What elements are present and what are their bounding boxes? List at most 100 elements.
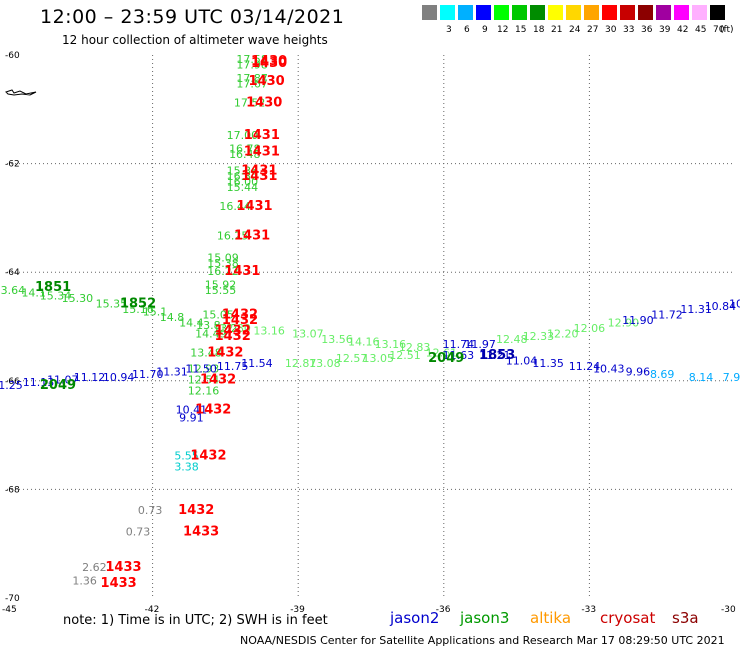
legend-label: 6 [464,25,470,35]
swh-value: 15.38 [207,257,239,270]
satellite-jason2: jason2 [390,609,440,627]
lon-tick-label: -39 [290,605,305,615]
swh-value: 8.14 [689,371,714,384]
map-grid [7,55,735,598]
swh-value: 16.00 [227,175,259,188]
swh-value: 12.33 [523,330,555,343]
swh-value: 14.16 [348,336,380,349]
legend-swatch [692,5,707,20]
legend-swatch [548,5,563,20]
page-subtitle: 12 hour collection of altimeter wave hei… [62,33,328,47]
swh-value: 13.16 [375,338,407,351]
swh-value: 2.62 [82,561,107,574]
lat-tick-label: -62 [5,160,20,170]
swh-value: 11.75 [217,360,249,373]
swh-value: 10.41 [176,403,208,416]
swh-value: 11.07 [47,374,79,387]
legend-swatch [602,5,617,20]
swh-value: 12.83 [399,341,431,354]
swh-value: 15.92 [205,278,237,291]
swh-value: 12.93 [188,363,220,376]
swh-value: 12.16 [188,384,220,397]
obs-time-label: 1433 [101,576,137,591]
legend-label: 45 [695,25,707,35]
swh-value: 0.73 [138,504,163,517]
longitude-labels: -45 -42 -39 -36 -33 -30 [2,605,736,615]
legend-label: 70 [713,25,725,35]
obs-time-label: 1432 [215,324,251,339]
obs-time-label: 1431 [224,264,260,279]
legend-swatch [674,5,689,20]
legend-swatch [494,5,509,20]
legend-swatch [620,5,635,20]
satellite-jason3: jason3 [460,609,510,627]
obs-time-label: 1433 [183,525,219,540]
legend-swatch [458,5,473,20]
swh-value: 17.00 [227,129,259,142]
latitude-labels: -60 -62 -64 -66 -68 -70 [5,51,20,604]
swh-value: 11.21 [479,349,511,362]
swh-value: 0.73 [126,526,151,539]
swh-value: 11.54 [241,357,273,370]
swh-value: 15.1 [143,306,168,319]
swh-value: 10.94 [103,371,135,384]
swh-value: 10.84 [705,300,737,313]
legend-unit: (ft) [720,25,734,35]
swh-value: 11.74 [443,338,475,351]
swh-value: 12.54 [188,374,220,387]
legend-label: 27 [587,25,599,35]
legend-swatch [710,5,725,20]
coastline [5,89,37,96]
swh-value: 11.24 [569,360,601,373]
obs-time-label: 1853 [479,348,515,363]
lat-tick-label: -64 [5,268,20,278]
swh-value: 12.20 [547,327,579,340]
swh-value: 11.31 [680,303,712,316]
obs-time-label: 1432 [190,449,226,464]
swh-value: 11.13 [23,376,55,389]
legend-swatch [584,5,599,20]
legend-label: 33 [623,25,635,35]
legend-swatch [476,5,491,20]
swh-value: 11.90 [622,314,654,327]
page-title: 12:00 – 23:59 UTC 03/14/2021 [40,6,345,28]
swh-value: 15.05 [202,308,234,321]
legend-swatch [638,5,653,20]
obs-time-label: 1431 [241,163,277,178]
obs-time-label: 1851 [35,280,71,295]
swh-value: 13.05 [363,352,395,365]
swh-value: 12.61 [426,346,458,359]
legend-swatch [422,5,437,20]
swh-value: 11.04 [506,355,538,368]
swh-value: 16.30 [227,170,259,183]
lon-tick-label: -42 [145,605,160,615]
obs-time-label: 2049 [40,378,76,393]
swh-value: 13.56 [321,333,353,346]
obs-time-label: 1432 [178,503,214,518]
swh-value: 7.92 [723,371,740,384]
obs-time-label: 2049 [428,351,464,366]
swh-value: 12.51 [389,349,421,362]
obs-time-label: 1430 [246,96,282,111]
swh-value: 12.87 [285,357,317,370]
swh-value: 14.4 [179,317,204,330]
swh-value: 12.48 [496,333,528,346]
footer-note: note: 1) Time is in UTC; 2) SWH is in fe… [63,613,328,628]
lon-tick-label: -45 [2,605,17,615]
time-labels: 1430143014301430143114311431143114311431… [35,54,515,591]
obs-time-label: 1432 [195,402,231,417]
swh-value: 13.07 [292,327,324,340]
swh-value: 11.72 [651,308,683,321]
obs-time-label: 1431 [244,128,280,143]
swh-value: 17.98 [236,59,268,72]
swh-value: 12.06 [574,322,606,335]
legend-swatch [656,5,671,20]
swh-value: 10.92 [729,297,740,310]
legend-swatch [530,5,545,20]
obs-time-label: 1852 [120,296,156,311]
swh-value: 12.90 [608,317,640,330]
obs-time-label: 1431 [244,144,280,159]
swh-value: 11.63 [443,349,475,362]
obs-time-label: 1432 [207,345,243,360]
